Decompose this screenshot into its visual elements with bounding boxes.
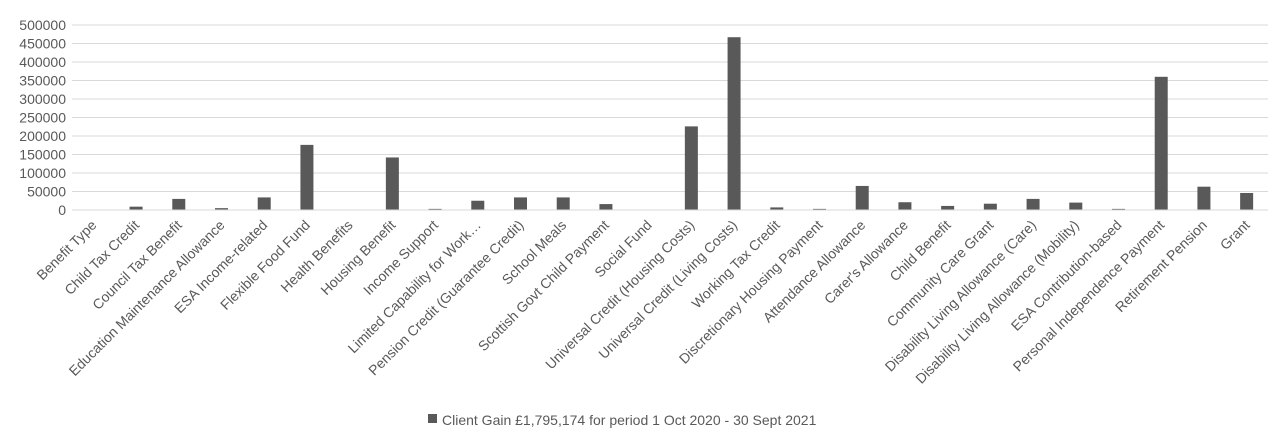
x-category-label: Education Maintenance Allowance <box>66 217 228 379</box>
legend: Client Gain £1,795,174 for period 1 Oct … <box>428 412 817 428</box>
y-tick-label: 350000 <box>19 73 66 89</box>
bar <box>1026 198 1040 210</box>
x-category-label: Grant <box>1217 217 1253 253</box>
y-tick-label: 0 <box>58 202 66 218</box>
bar <box>471 200 485 210</box>
bar <box>684 126 698 210</box>
y-tick-label: 100000 <box>19 165 66 181</box>
bar <box>556 197 570 210</box>
x-category-label: Income Support <box>360 217 441 298</box>
bar <box>855 185 869 210</box>
bar <box>172 198 186 210</box>
legend-label: Client Gain £1,795,174 for period 1 Oct … <box>442 412 817 428</box>
bar <box>1112 208 1125 210</box>
y-tick-label: 500000 <box>19 17 66 33</box>
y-tick-label: 200000 <box>19 128 66 144</box>
bar <box>813 208 826 210</box>
y-tick-label: 300000 <box>19 91 66 107</box>
bar <box>1154 76 1168 210</box>
y-tick-label: 450000 <box>19 36 66 52</box>
bar <box>898 202 912 210</box>
bar <box>1069 202 1083 210</box>
bar <box>129 206 143 210</box>
y-tick-label: 50000 <box>27 184 66 200</box>
bar <box>599 204 613 210</box>
x-category-label: Child Tax Credit <box>61 217 142 298</box>
bar <box>770 207 784 210</box>
bars <box>129 37 1254 211</box>
bar <box>385 157 399 210</box>
bar <box>215 208 228 210</box>
x-category-label: Housing Benefit <box>317 217 398 298</box>
legend-swatch <box>428 414 437 423</box>
y-axis-tick-labels: 0 50000 100000 150000 200000 250000 300000 3500… <box>19 17 66 218</box>
bar <box>983 203 997 210</box>
bar <box>514 197 527 210</box>
bar <box>300 144 314 210</box>
gridlines <box>72 24 1268 192</box>
bar <box>1240 192 1254 210</box>
y-tick-label: 250000 <box>19 110 66 126</box>
bar <box>941 205 955 210</box>
bar <box>257 197 271 210</box>
y-tick-label: 400000 <box>19 54 66 70</box>
bar <box>1197 186 1211 210</box>
y-tick-label: 150000 <box>19 147 66 163</box>
bar <box>428 208 442 210</box>
x-category-label: Pension Credit (Guarantee Credit) <box>365 217 527 379</box>
bar <box>727 37 741 211</box>
